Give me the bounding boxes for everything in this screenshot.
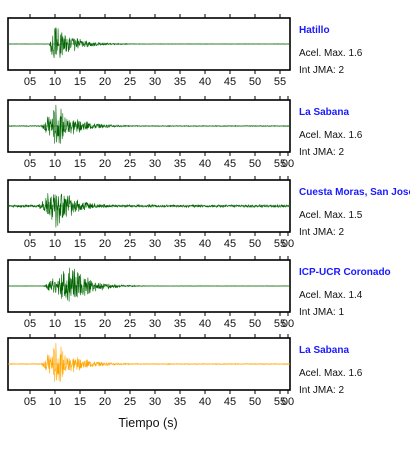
tick-label: 30 [149, 318, 161, 330]
tick-label: 35 [174, 396, 186, 408]
tick-label: 55 [274, 318, 286, 330]
jma-intensity-label: Int JMA: 2 [299, 65, 344, 76]
waveform-trace [7, 104, 291, 144]
tick-label: 55 [274, 238, 286, 250]
tick-label: 40 [199, 396, 211, 408]
peak-acceleration-label: Acel. Max. 1.5 [299, 210, 363, 221]
tick-label: 15 [74, 76, 86, 88]
tick-label: 40 [199, 76, 211, 88]
x-axis-title: Tiempo (s) [118, 416, 177, 430]
tick-label: 10 [49, 238, 61, 250]
jma-intensity-label: Int JMA: 2 [299, 147, 344, 158]
jma-intensity-label: Int JMA: 2 [299, 385, 344, 396]
tick-label: 55 [274, 396, 286, 408]
tick-label: 05 [24, 396, 36, 408]
station-name: La Sabana [299, 345, 349, 356]
tick-label: 30 [149, 76, 161, 88]
tick-label: 25 [124, 76, 136, 88]
tick-label: 00 [282, 158, 294, 170]
tick-label: 50 [249, 238, 261, 250]
station-name: La Sabana [299, 107, 349, 118]
tick-label: 45 [224, 76, 236, 88]
seismogram-panels: 05 10 15 20 25 30 35 40 45 50 55 Hatillo Acel. Max. … [7, 14, 410, 408]
tick-label: 10 [49, 396, 61, 408]
tick-label: 15 [74, 318, 86, 330]
tick-label: 20 [99, 76, 111, 88]
waveform-trace [7, 193, 291, 228]
peak-acceleration-label: Acel. Max. 1.6 [299, 48, 363, 59]
tick-label: 20 [99, 318, 111, 330]
waveform-trace [7, 267, 291, 302]
station-name: Cuesta Moras, San Jose [299, 187, 410, 198]
peak-acceleration-label: Acel. Max. 1.6 [299, 130, 363, 141]
tick-label: 05 [24, 76, 36, 88]
station-name: Hatillo [299, 25, 330, 36]
tick-label: 35 [174, 158, 186, 170]
tick-label: 15 [74, 238, 86, 250]
tick-label: 25 [124, 238, 136, 250]
tick-label: 15 [74, 396, 86, 408]
jma-intensity-label: Int JMA: 1 [299, 307, 344, 318]
tick-label: 35 [174, 238, 186, 250]
tick-label: 10 [49, 76, 61, 88]
tick-label: 45 [224, 238, 236, 250]
tick-label: 10 [49, 158, 61, 170]
tick-label: 00 [282, 238, 294, 250]
jma-intensity-label: Int JMA: 2 [299, 227, 344, 238]
tick-label: 05 [24, 238, 36, 250]
tick-label: 35 [174, 76, 186, 88]
tick-label: 30 [149, 238, 161, 250]
station-name: ICP-UCR Coronado [299, 267, 391, 278]
waveform-trace [7, 27, 291, 59]
tick-label: 30 [149, 396, 161, 408]
tick-label: 05 [24, 318, 36, 330]
waveform-trace [7, 342, 291, 382]
tick-label: 50 [249, 158, 261, 170]
tick-label: 45 [224, 158, 236, 170]
tick-label: 10 [49, 318, 61, 330]
tick-label: 35 [174, 318, 186, 330]
tick-label: 55 [274, 158, 286, 170]
tick-label: 00 [282, 318, 294, 330]
tick-label: 20 [99, 158, 111, 170]
tick-label: 50 [249, 76, 261, 88]
tick-label: 40 [199, 158, 211, 170]
tick-label: 05 [24, 158, 36, 170]
tick-label: 20 [99, 238, 111, 250]
tick-label: 50 [249, 318, 261, 330]
seismogram-panel: 05 10 15 20 25 30 35 40 45 50 55 Hatillo Acel. Max. … [7, 14, 363, 88]
tick-label: 25 [124, 158, 136, 170]
tick-label: 25 [124, 396, 136, 408]
peak-acceleration-label: Acel. Max. 1.4 [299, 290, 363, 301]
tick-label: 40 [199, 318, 211, 330]
tick-label: 20 [99, 396, 111, 408]
tick-label: 45 [224, 318, 236, 330]
tick-label: 30 [149, 158, 161, 170]
tick-label: 25 [124, 318, 136, 330]
tick-label: 40 [199, 238, 211, 250]
tick-label: 45 [224, 396, 236, 408]
peak-acceleration-label: Acel. Max. 1.6 [299, 368, 363, 379]
tick-label: 00 [282, 396, 294, 408]
tick-label: 50 [249, 396, 261, 408]
tick-label: 55 [274, 76, 286, 88]
tick-label: 15 [74, 158, 86, 170]
